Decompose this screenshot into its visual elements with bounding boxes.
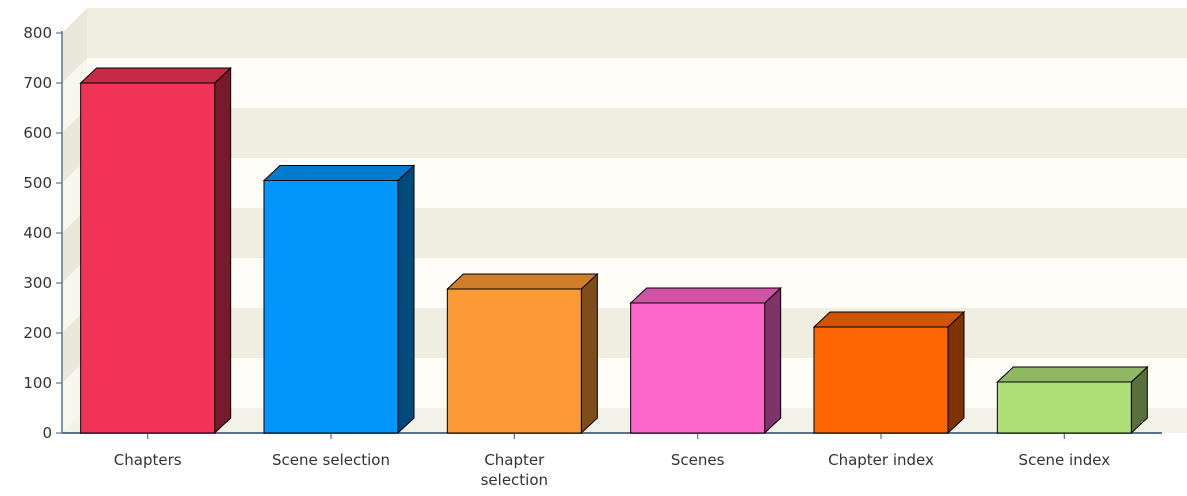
- grid-band: [87, 8, 1187, 58]
- bar-side: [580, 272, 598, 435]
- y-tick-label: 200: [23, 324, 52, 342]
- y-tick-label: 700: [23, 74, 52, 92]
- bar: [79, 66, 232, 435]
- bar-top: [996, 366, 1149, 383]
- side-wall-band: [62, 8, 87, 83]
- y-tick-label: 300: [23, 274, 52, 292]
- x-tick-label: Chapters: [114, 451, 182, 469]
- bar: [812, 310, 966, 435]
- y-tick-label: 800: [23, 24, 52, 42]
- bar-front: [996, 381, 1132, 434]
- grid-band: [87, 58, 1187, 108]
- bar: [629, 286, 782, 435]
- bar-top: [629, 287, 782, 304]
- y-tick-label: 400: [23, 224, 52, 242]
- bar-side: [764, 286, 782, 435]
- x-tick-label: Chapter: [484, 451, 545, 469]
- grid-band: [87, 108, 1187, 158]
- labels: 0 100 200 300 400 500 600 700 800 Chapters Scene s…: [23, 24, 1110, 489]
- bar: [446, 272, 599, 435]
- bars: [79, 66, 1149, 435]
- bar-front: [446, 288, 582, 434]
- bar-top: [262, 165, 416, 181]
- y-tick-label: 500: [23, 174, 52, 192]
- bar-side: [214, 66, 232, 435]
- grid-band: [87, 158, 1187, 208]
- x-tick-label: selection: [481, 471, 548, 489]
- grid-band: [87, 208, 1187, 258]
- bar-side: [947, 310, 965, 435]
- bar-top: [446, 273, 599, 290]
- axes: [56, 31, 1162, 439]
- y-tick-label: 600: [23, 124, 52, 142]
- y-tick-label: 0: [42, 424, 52, 442]
- bar-top: [79, 67, 232, 84]
- bar: [262, 164, 416, 435]
- y-tick-label: 100: [23, 374, 52, 392]
- bar-top: [812, 311, 966, 328]
- x-tick-label: Scenes: [671, 451, 725, 469]
- x-tick-label: Scene selection: [272, 451, 390, 469]
- bar: [996, 365, 1149, 435]
- bar-front: [813, 326, 949, 434]
- x-tick-label: Chapter index: [828, 451, 934, 469]
- bar-side: [397, 164, 415, 435]
- bar-front: [630, 302, 766, 434]
- x-tick-label: Scene index: [1019, 451, 1111, 469]
- bar-front: [80, 82, 216, 434]
- bar-front: [263, 180, 399, 434]
